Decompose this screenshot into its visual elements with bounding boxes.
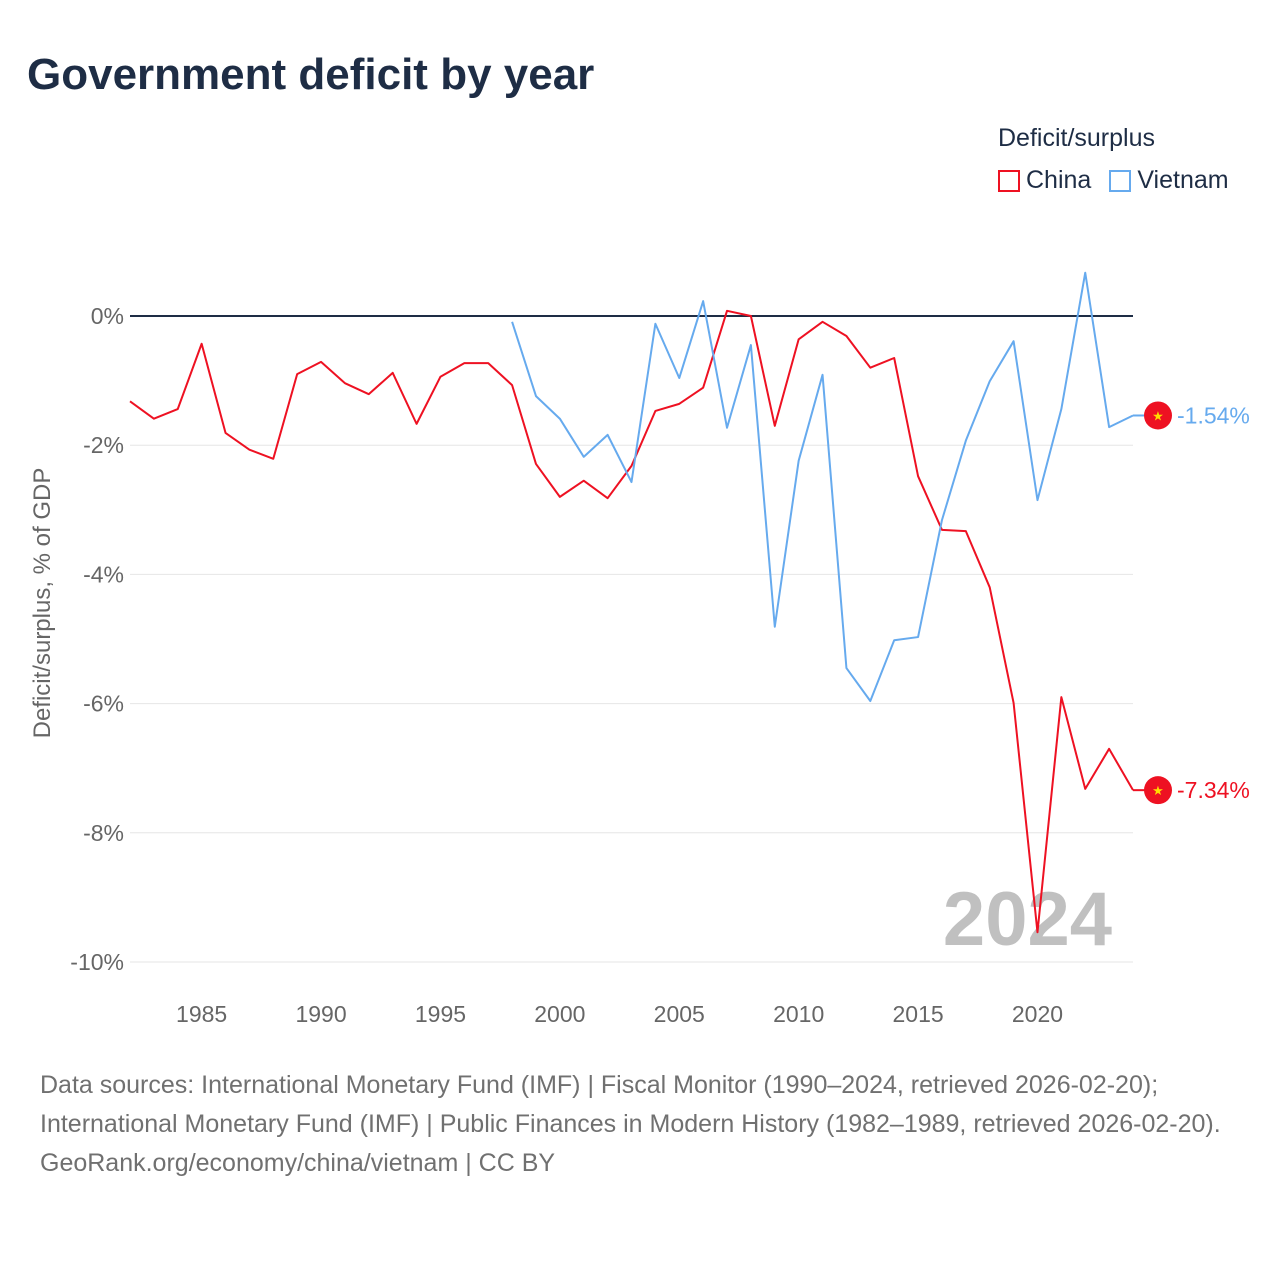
legend-swatch-china bbox=[998, 169, 1020, 192]
y-tick-label: -2% bbox=[83, 432, 124, 458]
flag-star-icon: ★ bbox=[1152, 783, 1164, 798]
y-tick-label: 0% bbox=[91, 303, 124, 329]
legend-label-china: China bbox=[1026, 166, 1092, 194]
end-label-vietnam: -1.54% bbox=[1177, 402, 1250, 428]
x-tick-label: 2020 bbox=[1012, 1001, 1063, 1027]
legend-item-china[interactable]: China bbox=[998, 166, 1091, 195]
legend: China Vietnam bbox=[998, 166, 1229, 195]
series-line-vietnam[interactable] bbox=[511, 271, 1134, 703]
x-tick-label: 2005 bbox=[654, 1001, 705, 1027]
x-tick-label: 2010 bbox=[773, 1001, 824, 1027]
plot-area: 2024 0% -2% -4% -6% -8% -10% 1985 1990 1995 2000 2… bbox=[29, 271, 1250, 1027]
y-tick-label: -4% bbox=[83, 561, 124, 587]
end-label-china: -7.34% bbox=[1177, 777, 1250, 803]
y-tick-label: -8% bbox=[83, 820, 124, 846]
legend-item-vietnam[interactable]: Vietnam bbox=[1109, 166, 1229, 195]
series-line-china[interactable] bbox=[129, 309, 1134, 934]
legend-title: Deficit/surplus bbox=[998, 124, 1155, 152]
legend-label-vietnam: Vietnam bbox=[1137, 166, 1229, 194]
y-axis-label: Deficit/surplus, % of GDP bbox=[29, 468, 56, 739]
x-tick-label: 1985 bbox=[176, 1001, 227, 1027]
year-watermark: 2024 bbox=[943, 877, 1112, 962]
data-sources: Data sources: International Monetary Fun… bbox=[40, 1071, 1221, 1138]
x-tick-label: 2000 bbox=[534, 1001, 585, 1027]
flag-star-icon: ★ bbox=[1152, 408, 1164, 423]
y-tick-label: -6% bbox=[83, 691, 124, 717]
chart-title: Government deficit by year bbox=[27, 50, 595, 99]
x-tick-label: 1995 bbox=[415, 1001, 466, 1027]
flag-icon-vietnam bbox=[1144, 401, 1172, 430]
legend-swatch-vietnam bbox=[1109, 169, 1132, 192]
credit-link[interactable]: GeoRank.org/economy/china/vietnam | CC B… bbox=[40, 1149, 556, 1177]
footer: Data sources: International Monetary Fun… bbox=[40, 1066, 1240, 1183]
y-tick-label: -10% bbox=[70, 949, 124, 975]
x-tick-label: 2015 bbox=[892, 1001, 943, 1027]
x-tick-label: 1990 bbox=[295, 1001, 346, 1027]
flag-icon-china bbox=[1144, 776, 1172, 805]
